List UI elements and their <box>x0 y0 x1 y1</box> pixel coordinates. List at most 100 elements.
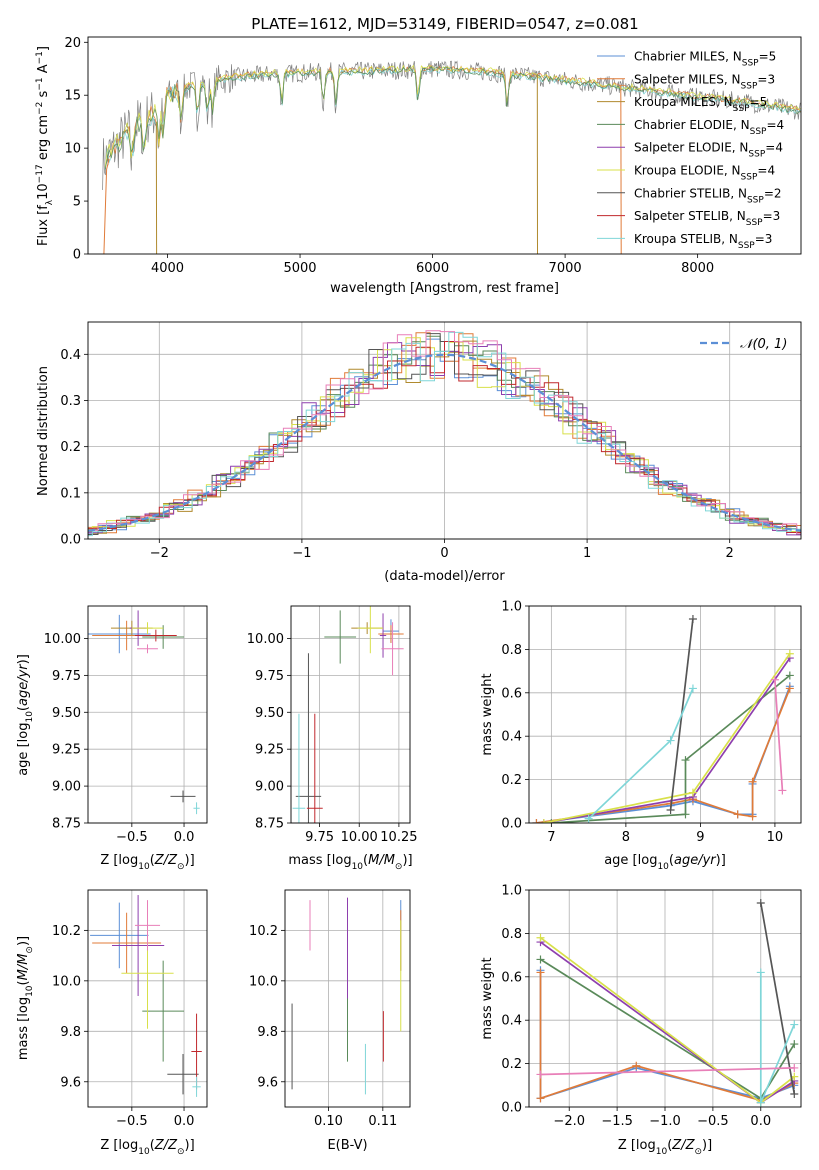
y-axis: 9.6 9.8 10.0 10.2 <box>52 924 88 1090</box>
axes-frame <box>528 605 802 824</box>
y-tick-label: 0.2 <box>501 1057 522 1072</box>
legend-entry: Chabrier STELIB, NSSP=2 <box>634 186 782 205</box>
y-tick-label: 0.2 <box>501 773 522 788</box>
x-tick-label: 4000 <box>151 261 184 276</box>
y-axis-label: mass weight <box>480 673 495 755</box>
y-axis-label: age [log10(age/yr)] <box>16 654 35 776</box>
model-edge-line <box>103 158 110 254</box>
x-tick-label: 7 <box>547 830 555 845</box>
y-tick-label: 0 <box>73 248 81 263</box>
legend-entry: Salpeter ELODIE, NSSP=4 <box>634 141 783 160</box>
y-axis: 0.0 0.2 0.4 0.6 0.8 1.0 <box>501 884 529 1116</box>
x-tick-label: 8000 <box>681 261 714 276</box>
x-tick-label: 7000 <box>549 261 582 276</box>
y-axis-label: Flux [fλ10−17 erg cm−2 s−1 A−1] <box>35 46 55 246</box>
mass-weight-marker <box>785 684 794 693</box>
figure-title: PLATE=1612, MJD=53149, FIBERID=0547, z=0… <box>251 15 638 33</box>
histogram-step <box>88 341 801 535</box>
y-tick-label: 9.00 <box>255 780 284 795</box>
y-tick-label: 9.6 <box>257 1075 278 1090</box>
x-tick-label: 0.10 <box>314 1114 343 1129</box>
legend-entry: Kroupa ELODIE, NSSP=4 <box>634 164 775 183</box>
x-tick-label: 0.11 <box>368 1114 397 1129</box>
y-tick-label: 0.6 <box>501 970 522 985</box>
y-tick-label: 9.75 <box>52 669 81 684</box>
y-tick-label: 0.0 <box>501 1101 522 1116</box>
mass-weight-marker <box>536 968 545 977</box>
x-axis-label: mass [log10(M/M⊙)] <box>288 853 412 872</box>
mass-weight-marker <box>688 788 697 797</box>
y-axis: 8.75 9.00 9.25 9.50 9.75 10.00 <box>44 632 88 832</box>
x-tick-label: 0.0 <box>174 830 195 845</box>
x-axis: 9.75 10.00 10.25 <box>305 823 418 845</box>
panel-mass-weight-vs-age: 7 8 9 10 0.0 0.2 0.4 0.6 0.8 1.0 mass weight age [l… <box>480 600 802 872</box>
x-tick-label: 2 <box>726 546 734 561</box>
x-axis-label: Z [log10(Z/Z⊙)] <box>618 1138 712 1157</box>
plot-area <box>88 610 200 815</box>
y-tick-label: 0.4 <box>501 730 522 745</box>
mass-weight-marker <box>756 899 765 908</box>
x-axis: 7 8 9 10 <box>547 823 783 845</box>
mass-weight-marker <box>536 1094 545 1103</box>
histogram-step <box>88 331 801 537</box>
y-tick-label: 9.50 <box>255 706 284 721</box>
x-tick-label: −1 <box>292 546 311 561</box>
legend-entry: Chabrier ELODIE, NSSP=4 <box>634 118 784 137</box>
axes-frame <box>87 321 802 540</box>
y-axis: 0.0 0.1 0.2 0.3 0.4 <box>60 348 88 548</box>
mass-weight-line <box>540 1067 795 1076</box>
y-axis-label: mass weight <box>480 957 495 1039</box>
panel-age-vs-mass: 9.75 10.00 10.258.759.009.259.509.7510.00m… <box>247 605 418 872</box>
x-tick-label: 9.75 <box>305 830 334 845</box>
y-tick-label: 0.3 <box>60 394 81 409</box>
mass-weight-marker <box>785 649 794 658</box>
mass-weight-marker <box>748 812 757 821</box>
mass-weight-marker <box>632 1061 641 1070</box>
y-tick-label: 9.00 <box>52 780 81 795</box>
y-tick-label: 10.00 <box>247 632 284 647</box>
y-tick-label: 0.6 <box>501 686 522 701</box>
y-tick-label: 10.00 <box>44 632 81 647</box>
y-tick-label: 9.25 <box>255 743 284 758</box>
x-tick-label: −1.5 <box>601 1114 633 1129</box>
mass-weight-marker <box>790 1063 799 1072</box>
y-tick-label: 9.8 <box>257 1025 278 1040</box>
y-tick-label: 0.1 <box>60 486 81 501</box>
x-axis-label: Z [log10(Z/Z⊙)] <box>100 853 194 872</box>
plot-area <box>536 899 799 1107</box>
axes-frame <box>284 889 411 1108</box>
y-axis: 9.6 9.8 10.0 10.2 <box>249 924 285 1090</box>
x-tick-label: 10.25 <box>380 830 417 845</box>
axes-frame <box>87 889 208 1108</box>
panel-mass-weight-vs-Z: −2.0 −1.5 −1.0 −0.5 0.0 0.0 0.2 0.4 0.6 0.8 1.0 mas… <box>480 884 802 1157</box>
y-tick-label: 0.4 <box>60 348 81 363</box>
x-axis-label: Z [log10(Z/Z⊙)] <box>100 1138 194 1157</box>
x-tick-label: −0.5 <box>116 1114 148 1129</box>
x-tick-label: 1 <box>583 546 591 561</box>
panel-mass-vs-EBV: 0.10 0.11 9.6 9.8 10.0 10.2 E(B-V) <box>249 889 411 1153</box>
y-tick-label: 1.0 <box>501 884 522 899</box>
x-axis: −0.5 0.0 <box>116 823 194 845</box>
plot-area <box>102 60 801 254</box>
x-axis: −0.5 0.0 <box>116 1107 194 1129</box>
x-tick-label: −2 <box>150 546 169 561</box>
y-tick-label: 0.0 <box>60 533 81 548</box>
mass-weight-line <box>759 972 796 1104</box>
y-tick-label: 20 <box>64 36 81 51</box>
legend-entry: Chabrier MILES, NSSP=5 <box>634 50 776 69</box>
plot-area <box>88 330 801 537</box>
y-tick-label: 9.25 <box>52 743 81 758</box>
y-axis: 0 5 10 15 20 <box>64 36 88 263</box>
plot-area <box>292 606 404 823</box>
mass-weight-marker <box>532 819 541 823</box>
mass-weight-marker <box>790 1089 799 1098</box>
x-tick-label: 0.0 <box>750 1114 771 1129</box>
panel-age-vs-Z: −0.5 0.0 8.75 9.00 9.25 9.50 9.75 10.00 Z [log10… <box>16 605 208 872</box>
histogram-step <box>88 340 801 534</box>
mass-weight-marker <box>547 819 556 823</box>
mass-weight-marker <box>733 810 742 819</box>
mass-weight-marker <box>539 819 548 823</box>
legend-entry: Kroupa MILES, NSSP=5 <box>634 95 767 114</box>
mass-weight-marker <box>688 684 697 693</box>
